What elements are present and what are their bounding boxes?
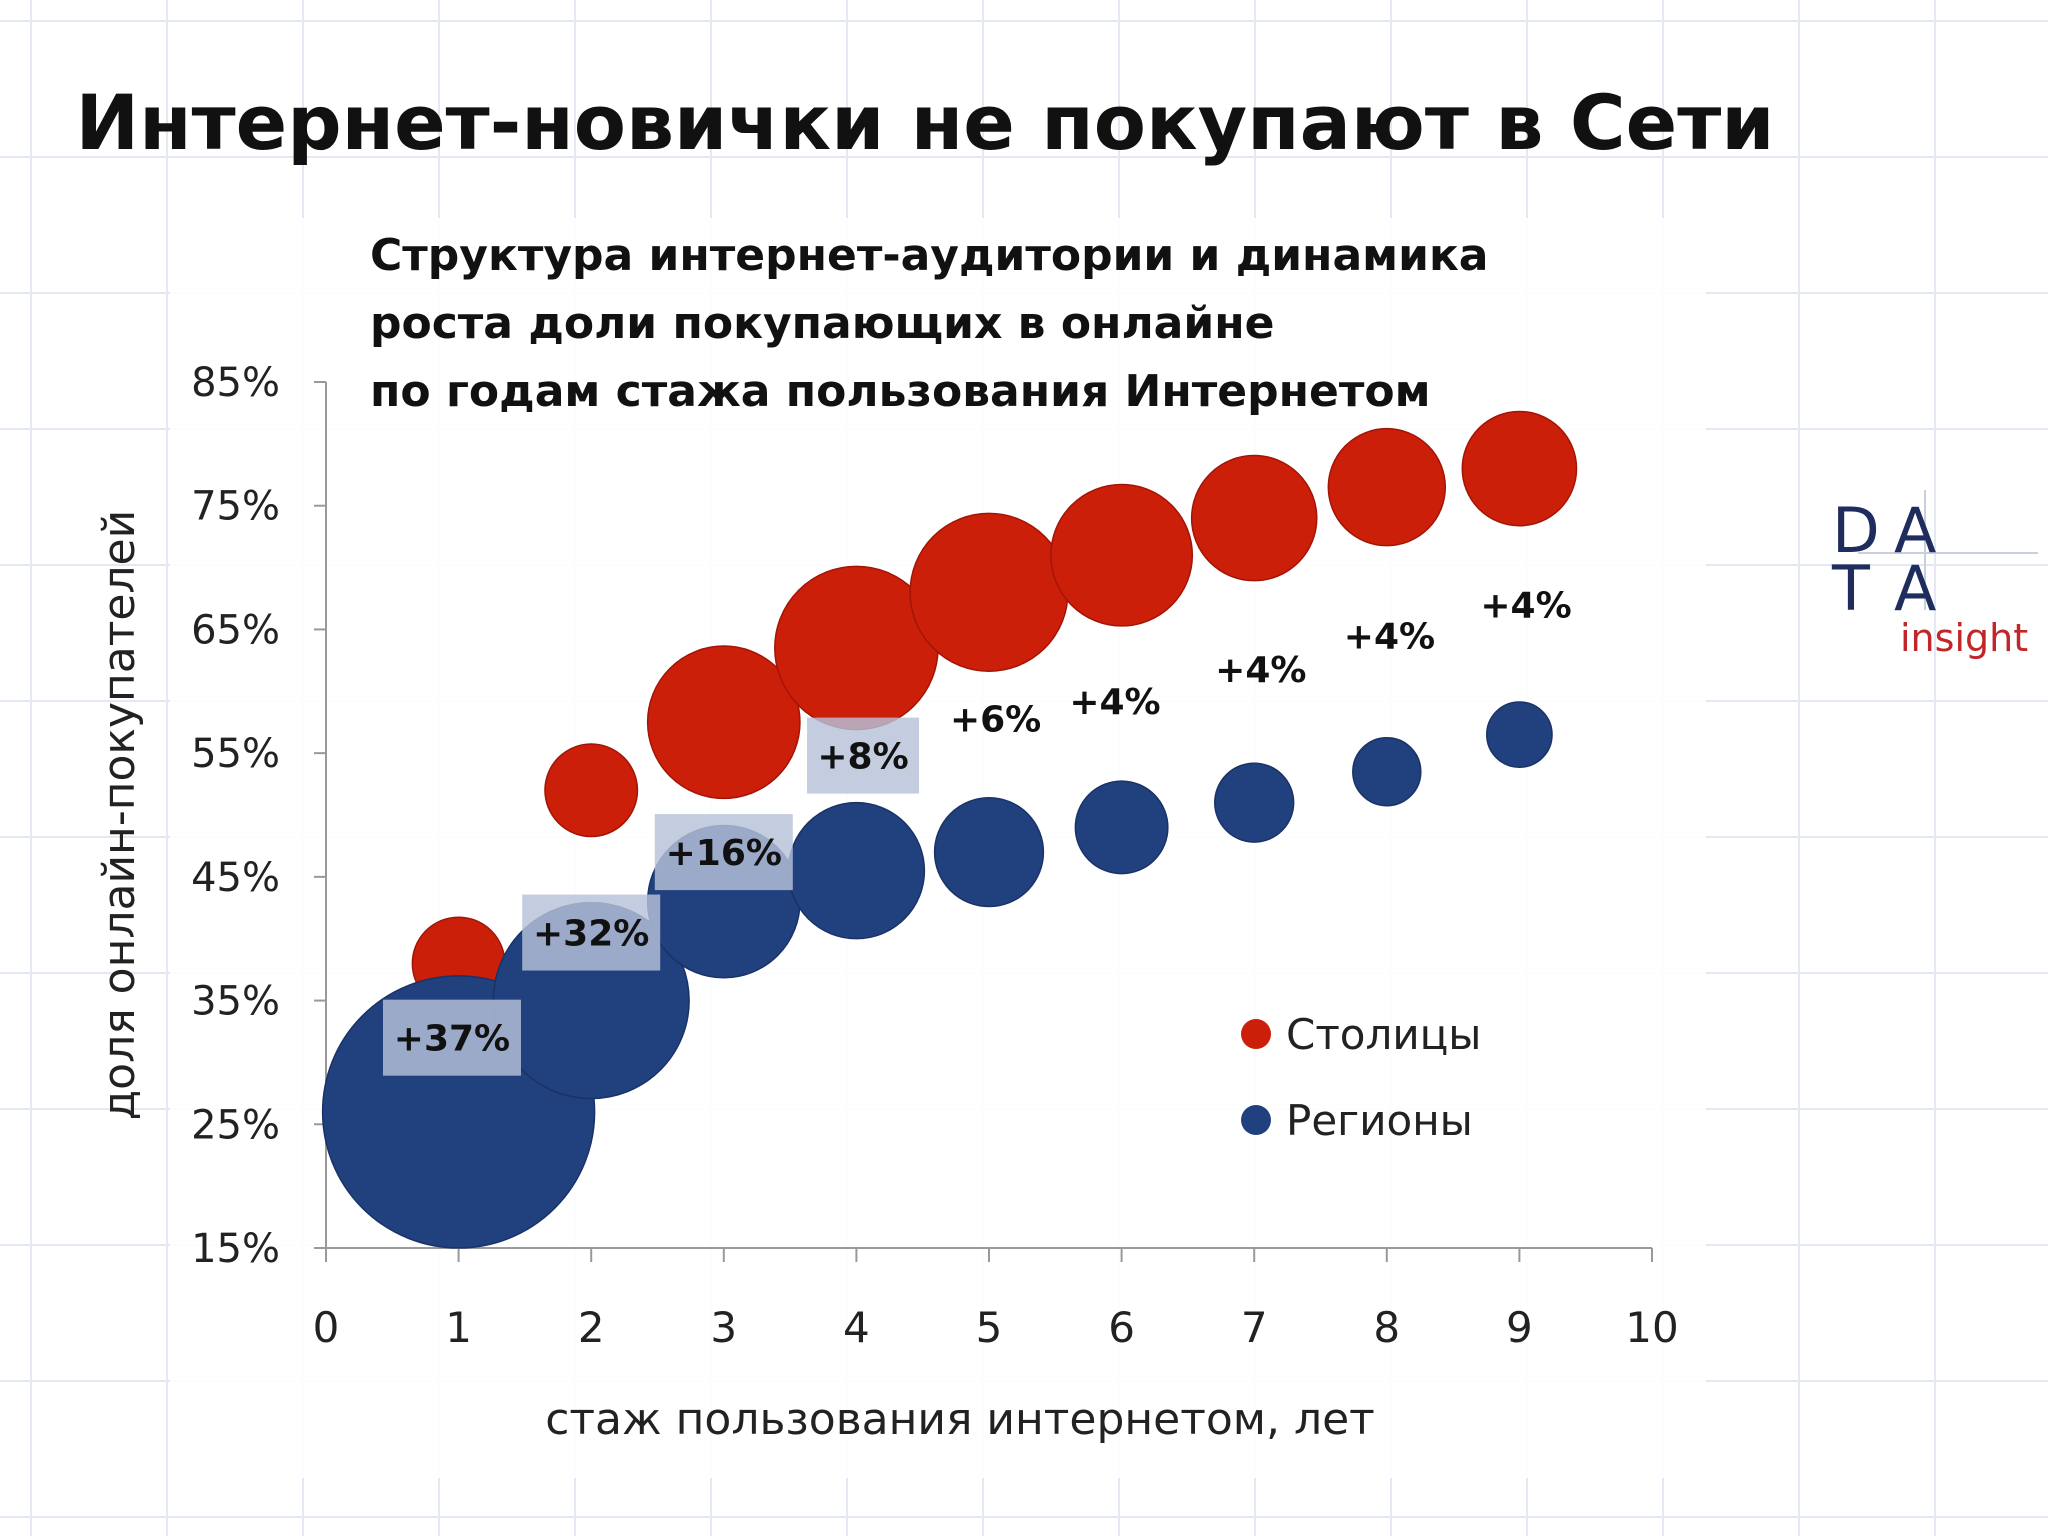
bubble-regions [1214, 762, 1295, 843]
bubble-regions [1074, 780, 1169, 875]
legend-marker [1241, 1105, 1271, 1135]
annotation-label: +4% [1344, 617, 1435, 658]
chart-legend: Столицы Регионы [1241, 1010, 1481, 1145]
logo-divider-horizontal [1858, 552, 2038, 554]
logo-letter: A [1894, 552, 1937, 625]
x-tick-label: 7 [1241, 1303, 1268, 1352]
y-tick-label: 45% [191, 855, 280, 901]
subtitle-line-2: роста доли покупающих в онлайне [370, 298, 1275, 349]
x-tick-label: 4 [843, 1303, 870, 1352]
logo-letter: T [1832, 552, 1870, 625]
annotation-box [382, 999, 521, 1076]
subtitle-line-1: Структура интернет-аудитории и динамика [370, 230, 1489, 281]
bubble-capitals [1461, 410, 1578, 527]
legend-marker [1241, 1019, 1271, 1049]
annotation-label: +8% [817, 737, 908, 778]
y-tick-label: 25% [191, 1102, 280, 1148]
y-tick-label: 55% [191, 731, 280, 777]
annotation-label: +32% [533, 914, 649, 955]
bubble-regions [1486, 701, 1553, 768]
x-tick-label: 6 [1108, 1303, 1135, 1352]
annotation-label: +4% [1069, 682, 1160, 723]
page-title: Интернет-новички не покупают в Сети [75, 78, 1775, 167]
annotation-label: +37% [394, 1019, 510, 1060]
chart-subtitle: Структура интернет-аудитории и динамика … [370, 222, 1489, 426]
y-tick-label: 65% [191, 607, 280, 653]
logo-tagline: insight [1900, 616, 2029, 660]
annotation-box [522, 894, 661, 971]
y-tick-label: 85% [191, 360, 280, 406]
bubble-capitals [1327, 427, 1447, 547]
x-tick-label: 10 [1625, 1303, 1678, 1352]
bubble-capitals [1050, 483, 1194, 627]
x-tick-label: 0 [313, 1303, 340, 1352]
x-axis-title: стаж пользования интернетом, лет [545, 1394, 1375, 1445]
logo-letter: D [1832, 494, 1880, 567]
bubble-regions [933, 796, 1045, 908]
bubble-regions [787, 801, 926, 940]
chart-axes: 15% 25% 35% 45% 55% 65% 75% 85% 0 1 2 3 4 5 6 7 8 9 10 стаж… [94, 360, 1679, 1445]
annotation-label: +6% [950, 700, 1041, 741]
x-tick-label: 2 [578, 1303, 605, 1352]
y-tick-label: 15% [191, 1226, 280, 1272]
y-tick-label: 35% [191, 979, 280, 1025]
data-insight-logo: D A T A insight [1828, 490, 2038, 670]
x-tick-label: 8 [1373, 1303, 1400, 1352]
subtitle-line-3: по годам стажа пользования Интернетом [370, 366, 1431, 417]
logo-divider-vertical [1924, 490, 1926, 610]
y-tick-label: 75% [191, 484, 280, 530]
bubble-capitals [909, 512, 1069, 672]
legend-label: Регионы [1286, 1096, 1473, 1145]
x-tick-label: 5 [976, 1303, 1003, 1352]
bubble-regions [1352, 736, 1422, 807]
annotation-label: +4% [1215, 650, 1306, 691]
logo-letter: A [1894, 494, 1937, 567]
bubble-capitals [544, 743, 639, 838]
bubble-capitals [646, 645, 801, 800]
y-axis-title: доля онлайн-покупателей [94, 510, 145, 1120]
annotation-box [654, 814, 793, 891]
annotation-label: +16% [666, 833, 782, 874]
chart-annotations: +37% +32% +16% +8% +6% +4% +4% +4% +4% [382, 586, 1572, 1076]
bubble-capitals [1190, 454, 1318, 582]
x-tick-label: 1 [445, 1303, 472, 1352]
legend-label: Столицы [1286, 1010, 1481, 1059]
x-tick-label: 9 [1506, 1303, 1533, 1352]
x-tick-label: 3 [710, 1303, 737, 1352]
annotation-label: +4% [1480, 586, 1571, 627]
annotation-box [807, 717, 920, 794]
